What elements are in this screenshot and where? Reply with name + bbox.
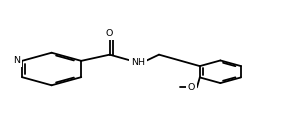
Text: O: O [188,83,195,92]
Text: O: O [106,29,113,38]
Text: NH: NH [131,58,145,67]
Text: N: N [13,56,20,65]
